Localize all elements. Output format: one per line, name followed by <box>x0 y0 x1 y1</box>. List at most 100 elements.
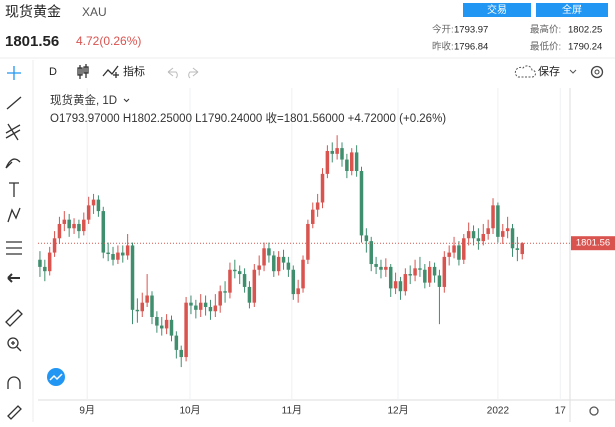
candle-body <box>174 335 179 350</box>
candle-body <box>198 302 203 310</box>
candle-body <box>62 219 67 224</box>
candle-body <box>67 219 71 229</box>
candle-body <box>164 319 169 329</box>
candle-body <box>184 302 188 358</box>
candle-body <box>86 205 91 220</box>
fullscreen-button-label[interactable]: 全屏 <box>562 3 582 16</box>
candle-body <box>466 231 471 239</box>
candle-body <box>481 233 486 242</box>
candle-body <box>189 302 193 306</box>
x-tick-label: 9月 <box>79 405 95 417</box>
indicator-icon[interactable] <box>102 65 119 78</box>
candle-body <box>47 252 52 272</box>
interval[interactable]: D <box>49 66 57 78</box>
candle-body <box>320 173 325 203</box>
candle-body <box>296 288 300 295</box>
legend-name: 现货黄金, 1D <box>50 93 117 107</box>
candle-body <box>111 254 115 260</box>
candle-body <box>106 252 110 255</box>
fullscreen-button[interactable] <box>536 3 608 17</box>
candle-body <box>457 245 461 260</box>
candle-body <box>291 269 296 295</box>
stat-value: 1793.97 <box>454 25 488 36</box>
candle-body <box>208 306 213 312</box>
candle-body <box>442 256 447 287</box>
candle-body <box>501 231 505 237</box>
candle-body <box>462 238 466 260</box>
candle-body <box>471 231 476 239</box>
trade-button-label[interactable]: 交易 <box>487 3 507 16</box>
candle-body <box>427 266 432 283</box>
stat-value: 1796.84 <box>454 42 488 53</box>
candle-body <box>140 302 145 312</box>
dropdown[interactable] <box>569 69 577 74</box>
candle-body <box>413 268 417 276</box>
candle-body <box>286 262 291 270</box>
settings[interactable] <box>594 69 600 75</box>
candle-body <box>403 274 408 292</box>
candle-body <box>335 148 339 154</box>
candle-body <box>145 295 149 303</box>
candle-body <box>257 265 261 270</box>
candle-body <box>203 302 208 307</box>
candle-body <box>354 152 359 172</box>
candle-body <box>384 266 388 270</box>
candle-body <box>311 209 315 224</box>
candle-body <box>452 245 456 253</box>
candle-body <box>262 248 266 266</box>
candle-body <box>388 266 393 289</box>
candle-body <box>510 228 515 249</box>
candle-body <box>237 271 242 275</box>
candle-body <box>194 305 198 310</box>
candle-body <box>281 256 286 263</box>
stat-label: 最低价: <box>530 41 561 53</box>
candle-body <box>57 223 62 239</box>
chart <box>38 88 570 400</box>
candle-body <box>150 295 154 317</box>
price: 1801.56 <box>5 33 59 50</box>
settings[interactable] <box>590 65 604 79</box>
candle-body <box>447 252 451 257</box>
candle-body <box>223 291 227 293</box>
legend-dropdown[interactable] <box>123 98 130 103</box>
undo[interactable] <box>167 67 178 79</box>
trade-button[interactable] <box>463 3 531 17</box>
candle-body <box>116 252 120 260</box>
candle-body <box>301 259 305 289</box>
candle-body <box>228 269 232 293</box>
candle-body <box>233 269 237 272</box>
stat-value: 1790.24 <box>568 42 602 53</box>
candle-body <box>423 269 427 283</box>
axis-settings[interactable] <box>589 406 599 416</box>
candle-body <box>340 148 344 160</box>
candle-body <box>169 319 174 336</box>
save[interactable]: 保存 <box>538 64 560 78</box>
redo[interactable] <box>188 67 199 79</box>
candle-body <box>96 199 101 212</box>
candle-icon[interactable] <box>77 64 89 79</box>
candle-body <box>159 325 164 329</box>
candle-body <box>379 266 383 270</box>
candle-body <box>101 211 106 253</box>
stat-label: 昨收: <box>432 41 454 53</box>
candle-body <box>130 245 135 310</box>
x-tick-label: 17 <box>555 406 567 417</box>
candle-body <box>272 255 276 272</box>
candle-body <box>252 269 257 303</box>
left-tools[interactable] <box>5 66 23 420</box>
candle-body <box>38 259 42 267</box>
last-price-label: 1801.56 <box>576 238 610 249</box>
candle-body <box>276 256 281 272</box>
candle-body <box>91 199 96 206</box>
candle-body <box>345 159 349 172</box>
legend-ohlc: O1793.97000 H1802.25000 L1790.24000 收=18… <box>50 111 446 125</box>
candle-body <box>418 268 422 270</box>
candle-body <box>515 248 520 250</box>
candle-body <box>315 202 320 210</box>
candle-body <box>82 219 86 232</box>
candle-body <box>121 252 125 256</box>
indicators[interactable]: 指标 <box>123 64 145 78</box>
candle-body <box>155 316 159 326</box>
cloud-icon[interactable] <box>514 65 536 78</box>
